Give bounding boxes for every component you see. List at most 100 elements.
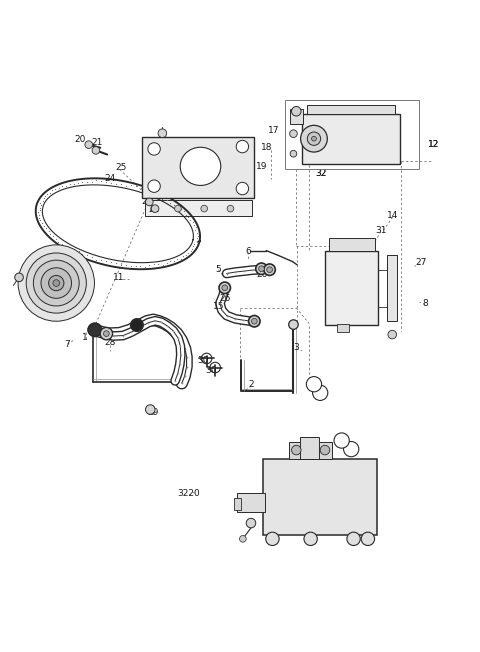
Text: 12: 12 bbox=[428, 140, 439, 149]
Bar bbox=[285, 100, 419, 168]
Circle shape bbox=[259, 266, 264, 272]
Circle shape bbox=[53, 280, 60, 286]
Text: 16: 16 bbox=[275, 460, 286, 469]
Circle shape bbox=[246, 518, 256, 528]
Circle shape bbox=[291, 445, 301, 455]
Circle shape bbox=[104, 331, 109, 336]
Text: 9: 9 bbox=[163, 143, 169, 151]
Circle shape bbox=[151, 205, 157, 212]
Circle shape bbox=[291, 106, 301, 116]
Text: 32: 32 bbox=[315, 169, 327, 178]
Circle shape bbox=[145, 198, 153, 206]
Text: 15: 15 bbox=[132, 321, 143, 331]
Circle shape bbox=[347, 532, 360, 546]
Text: 11: 11 bbox=[112, 273, 124, 282]
Ellipse shape bbox=[180, 147, 221, 185]
Text: A: A bbox=[348, 445, 354, 454]
Text: 3220: 3220 bbox=[178, 490, 200, 499]
Circle shape bbox=[34, 260, 79, 306]
Circle shape bbox=[219, 282, 230, 293]
Circle shape bbox=[334, 433, 349, 448]
Circle shape bbox=[288, 319, 298, 329]
Text: 21: 21 bbox=[148, 205, 160, 214]
Circle shape bbox=[256, 263, 267, 274]
Text: 30: 30 bbox=[197, 357, 208, 365]
Circle shape bbox=[290, 151, 297, 157]
Circle shape bbox=[100, 327, 113, 340]
Bar bbox=[290, 109, 303, 124]
Circle shape bbox=[264, 264, 276, 275]
Text: 8: 8 bbox=[422, 299, 428, 308]
Bar bbox=[337, 323, 349, 333]
Circle shape bbox=[145, 405, 155, 414]
Circle shape bbox=[18, 245, 95, 321]
Circle shape bbox=[300, 125, 327, 152]
Circle shape bbox=[41, 268, 72, 299]
Text: 2: 2 bbox=[249, 379, 254, 389]
Text: 7: 7 bbox=[64, 340, 70, 349]
Text: 23: 23 bbox=[20, 282, 31, 291]
Text: 3: 3 bbox=[293, 343, 299, 352]
Text: A: A bbox=[317, 389, 323, 397]
Circle shape bbox=[15, 273, 24, 282]
Circle shape bbox=[312, 385, 328, 400]
Bar bbox=[387, 255, 397, 321]
Text: 4: 4 bbox=[116, 333, 121, 342]
Text: 13: 13 bbox=[192, 140, 203, 149]
Text: 15: 15 bbox=[213, 303, 225, 312]
Text: B: B bbox=[311, 379, 317, 389]
Circle shape bbox=[92, 147, 100, 155]
Bar bbox=[325, 251, 378, 325]
Circle shape bbox=[344, 441, 359, 457]
Bar bbox=[263, 458, 377, 535]
Text: 27: 27 bbox=[416, 258, 427, 267]
Bar bbox=[300, 437, 319, 458]
Circle shape bbox=[312, 136, 316, 141]
Circle shape bbox=[26, 253, 86, 313]
Circle shape bbox=[175, 205, 181, 212]
Text: 17: 17 bbox=[268, 126, 279, 135]
Text: 24: 24 bbox=[105, 173, 116, 183]
Text: 19: 19 bbox=[256, 162, 267, 171]
Circle shape bbox=[267, 267, 273, 273]
Circle shape bbox=[88, 323, 102, 336]
Circle shape bbox=[85, 141, 93, 149]
Bar bbox=[302, 113, 400, 164]
Text: 30: 30 bbox=[205, 366, 217, 375]
Circle shape bbox=[48, 275, 64, 291]
Circle shape bbox=[266, 532, 279, 546]
Bar bbox=[144, 201, 252, 216]
Polygon shape bbox=[42, 185, 193, 263]
Circle shape bbox=[201, 205, 207, 212]
Circle shape bbox=[151, 205, 159, 213]
Bar bbox=[237, 493, 265, 512]
Text: 1: 1 bbox=[82, 333, 88, 342]
Bar bbox=[234, 498, 241, 510]
Circle shape bbox=[388, 331, 396, 339]
Circle shape bbox=[361, 532, 374, 546]
Text: 18: 18 bbox=[261, 143, 272, 153]
Bar bbox=[329, 238, 374, 251]
Circle shape bbox=[148, 143, 160, 155]
Text: 21: 21 bbox=[91, 138, 103, 147]
Circle shape bbox=[131, 319, 143, 331]
Circle shape bbox=[306, 377, 322, 392]
Text: B: B bbox=[339, 436, 345, 445]
Circle shape bbox=[222, 285, 228, 291]
Circle shape bbox=[289, 130, 297, 138]
Circle shape bbox=[158, 129, 167, 138]
Text: 31: 31 bbox=[375, 226, 386, 235]
Bar bbox=[318, 442, 332, 458]
Text: 10: 10 bbox=[53, 297, 64, 306]
Circle shape bbox=[240, 535, 246, 542]
Text: 12: 12 bbox=[428, 140, 439, 149]
Text: 14: 14 bbox=[387, 211, 398, 220]
Bar bbox=[289, 442, 303, 458]
Circle shape bbox=[304, 532, 317, 546]
Bar bbox=[142, 137, 254, 198]
Text: 26: 26 bbox=[219, 294, 230, 303]
Bar bbox=[307, 105, 395, 113]
Circle shape bbox=[249, 316, 260, 327]
Text: 28: 28 bbox=[105, 338, 116, 348]
Text: 22: 22 bbox=[26, 289, 37, 298]
